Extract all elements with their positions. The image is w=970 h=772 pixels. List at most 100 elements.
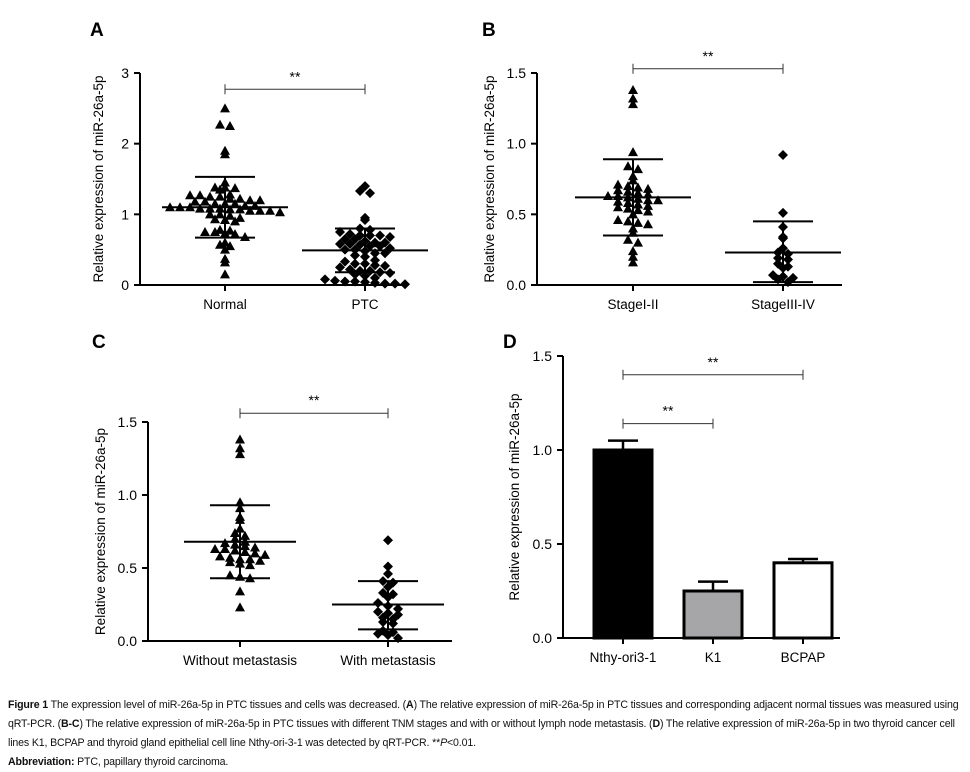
data-point-diamond xyxy=(393,633,403,644)
data-point-triangle xyxy=(628,84,638,94)
data-point-diamond xyxy=(390,278,400,289)
data-point-triangle xyxy=(623,203,633,213)
panel-letter: D xyxy=(503,332,517,353)
data-point-triangle xyxy=(210,214,220,224)
data-point-triangle xyxy=(255,555,265,565)
data-point-diamond xyxy=(378,617,388,628)
significance-label: ** xyxy=(703,48,714,64)
data-point-triangle xyxy=(245,560,255,570)
data-point-diamond xyxy=(400,279,410,290)
data-point-triangle xyxy=(235,212,245,222)
data-point-triangle xyxy=(225,241,235,251)
y-tick-label: 1.0 xyxy=(118,487,138,503)
data-point-triangle xyxy=(225,193,235,203)
data-point-diamond xyxy=(385,231,395,242)
significance-label: ** xyxy=(290,68,301,84)
data-point-triangle xyxy=(215,184,225,194)
data-point-triangle xyxy=(215,209,225,219)
data-point-diamond xyxy=(340,276,350,287)
data-point-diamond xyxy=(335,262,345,273)
data-point-triangle xyxy=(235,193,245,203)
data-point-triangle xyxy=(250,542,260,552)
data-point-triangle xyxy=(190,196,200,206)
data-point-triangle xyxy=(225,557,235,567)
data-point-triangle xyxy=(185,190,195,200)
data-point-diamond xyxy=(380,260,390,271)
caption-text: The expression level of miR-26a-5p in PT… xyxy=(48,699,407,711)
data-point-diamond xyxy=(370,260,380,271)
data-point-diamond xyxy=(365,188,375,199)
x-tick-label: K1 xyxy=(705,650,722,665)
data-point-triangle xyxy=(613,196,623,206)
caption-text: ) The relative expression of miR-26a-5p … xyxy=(8,699,959,730)
data-point-diamond xyxy=(375,241,385,252)
data-point-triangle xyxy=(628,246,638,256)
y-axis-label: Relative expression of miR-26a-5p xyxy=(93,428,108,635)
y-tick-label: 0.5 xyxy=(507,206,527,222)
bar-nthy-ori3-1 xyxy=(592,448,654,640)
data-point-triangle xyxy=(220,149,230,159)
data-point-triangle xyxy=(195,190,205,200)
data-point-diamond xyxy=(388,618,398,629)
data-point-triangle xyxy=(613,202,623,212)
data-point-triangle xyxy=(628,257,638,267)
x-tick-label: Nthy-ori3-1 xyxy=(590,650,657,665)
data-point-triangle xyxy=(220,257,230,267)
data-point-triangle xyxy=(613,179,623,189)
data-point-diamond xyxy=(350,258,360,269)
data-point-triangle xyxy=(633,205,643,215)
x-tick-label: Normal xyxy=(203,297,247,312)
data-point-triangle xyxy=(255,195,265,205)
data-point-triangle xyxy=(628,99,638,109)
panel-b: B 0.0 0.5 1.0 1.5 Relative expression of miR-… xyxy=(482,20,842,312)
panel-letter: A xyxy=(90,20,104,41)
y-tick-label: 0.5 xyxy=(118,560,138,576)
data-point-triangle xyxy=(633,182,643,192)
data-point-diamond xyxy=(783,254,793,265)
data-point-triangle xyxy=(235,602,245,612)
data-point-triangle xyxy=(623,234,633,244)
data-point-triangle xyxy=(230,229,240,239)
x-tick-label: With metastasis xyxy=(340,653,436,668)
caption-text: ) The relative expression of miR-26a-5p … xyxy=(79,718,653,730)
y-axis-label: Relative expression of miR-26a-5p xyxy=(482,75,497,282)
panel-letter: B xyxy=(482,20,496,41)
data-point-diamond xyxy=(350,276,360,287)
caption-text: <0.01. xyxy=(447,737,476,749)
data-point-triangle xyxy=(260,549,270,559)
data-point-triangle xyxy=(205,209,215,219)
data-point-triangle xyxy=(225,225,235,235)
data-point-diamond xyxy=(373,598,383,609)
data-point-diamond xyxy=(360,277,370,288)
data-point-triangle xyxy=(225,121,235,130)
data-point-diamond xyxy=(778,207,788,218)
data-point-diamond xyxy=(330,275,340,286)
data-point-triangle xyxy=(235,443,245,453)
data-point-triangle xyxy=(250,548,260,558)
data-point-diamond xyxy=(373,628,383,639)
data-point-triangle xyxy=(623,216,633,226)
caption-panel-ref: B-C xyxy=(61,718,80,730)
data-point-triangle xyxy=(613,185,623,195)
data-point-triangle xyxy=(215,239,225,249)
y-tick-label: 1.0 xyxy=(533,442,553,458)
data-point-triangle xyxy=(275,207,285,217)
data-point-diamond xyxy=(345,239,355,250)
y-tick-label: 0.5 xyxy=(533,536,553,552)
data-point-triangle xyxy=(628,251,638,261)
data-point-diamond xyxy=(365,224,375,235)
significance-label: ** xyxy=(309,392,320,408)
data-point-triangle xyxy=(220,244,230,254)
caption-abbreviation: Abbreviation: PTC, papillary thyroid car… xyxy=(8,753,963,772)
data-point-triangle xyxy=(245,195,255,205)
data-point-triangle xyxy=(210,198,220,208)
data-point-diamond xyxy=(773,253,783,264)
y-tick-label: 0.0 xyxy=(533,630,553,646)
significance-label: ** xyxy=(663,403,674,419)
y-tick-label: 0.0 xyxy=(118,633,138,649)
abbreviation-text: PTC, papillary thyroid carcinoma. xyxy=(74,756,229,768)
y-tick-label: 2 xyxy=(121,136,129,152)
data-point-triangle xyxy=(613,214,623,224)
data-point-triangle xyxy=(245,205,255,215)
data-point-triangle xyxy=(205,191,215,201)
